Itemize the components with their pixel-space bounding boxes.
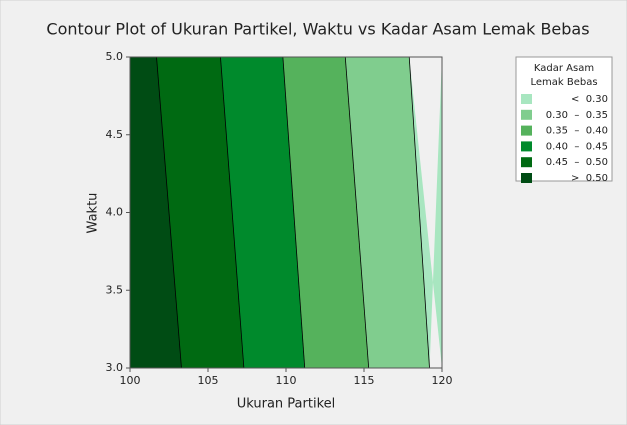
contour-line [344,56,370,369]
legend-title: Lemak Bebas [530,77,597,88]
legend-swatch [521,94,532,104]
legend-swatch [521,109,532,120]
contour-line [156,56,182,369]
chart-title: Contour Plot of Ukuran Partikel, Waktu v… [46,20,589,39]
x-tick-label: 110 [276,374,297,387]
contour-region [156,57,244,368]
x-axis-label: Ukuran Partikel [237,397,336,412]
contour-line [408,56,430,369]
contour-line [220,56,245,369]
contour-region [282,57,369,368]
contour-region [409,57,442,368]
y-tick-label: 3.0 [106,361,124,374]
legend-swatch [521,173,532,183]
legend-label: 0.40 – 0.45 [546,141,608,152]
y-tick-label: 4.5 [106,128,124,141]
y-axis-label: Waktu [86,193,101,234]
legend-label: 0.30 – 0.35 [546,110,608,121]
legend-label: 0.35 – 0.40 [546,126,608,137]
legend-label: 0.45 – 0.50 [546,157,608,168]
x-tick-label: 115 [354,374,375,387]
contour-region [220,57,305,368]
legend-label: > 0.50 [571,173,608,184]
y-tick-label: 5.0 [106,50,124,63]
x-tick-label: 100 [120,374,141,387]
legend-label: < 0.30 [571,94,608,105]
contour-region [345,57,430,368]
x-tick-label: 105 [198,374,219,387]
legend-title: Kadar Asam [534,63,594,74]
legend-swatch [521,157,532,168]
y-tick-label: 4.0 [106,206,124,219]
legend-swatch [521,125,532,136]
y-tick-label: 3.5 [106,283,124,296]
x-tick-label: 120 [432,374,453,387]
contour-region [130,57,182,368]
contour-line [282,56,306,369]
legend-swatch [521,141,532,152]
